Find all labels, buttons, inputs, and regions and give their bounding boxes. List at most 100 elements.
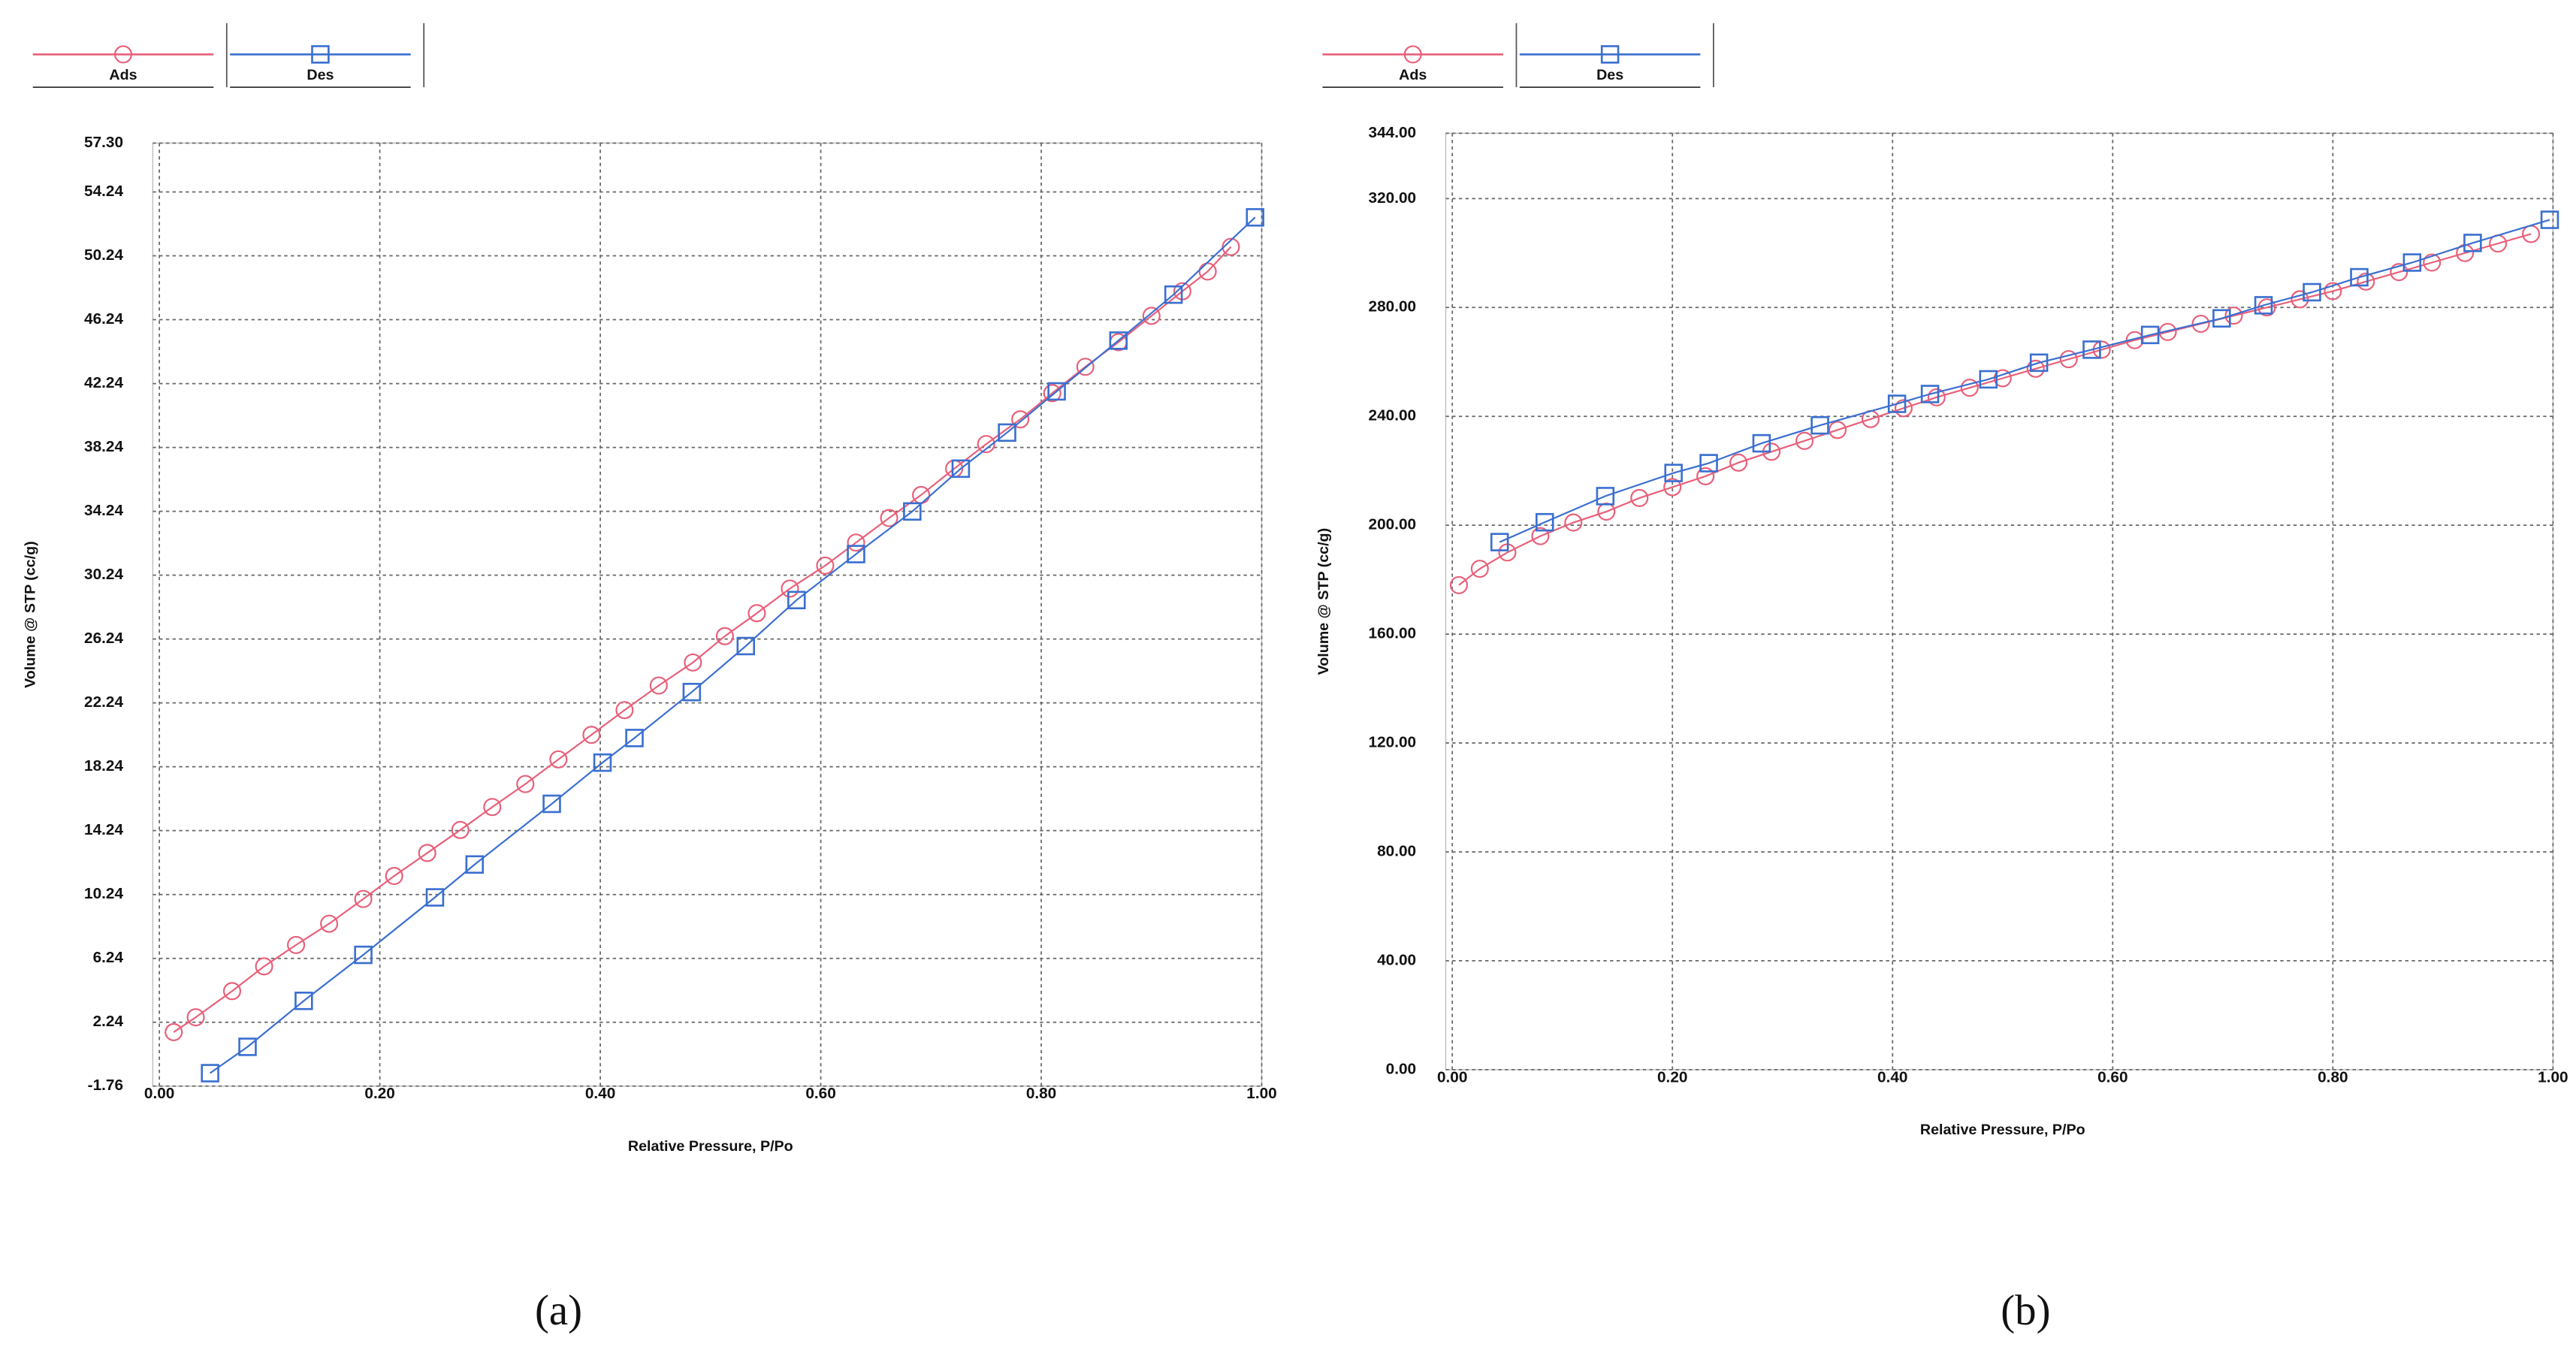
y-tick-label: 46.24 bbox=[84, 310, 123, 328]
data-point bbox=[684, 653, 702, 672]
data-point bbox=[880, 509, 898, 527]
x-tick-label: 0.60 bbox=[805, 1085, 835, 1102]
data-point bbox=[1979, 370, 1998, 389]
legend-marker bbox=[311, 45, 330, 64]
data-point bbox=[903, 502, 922, 521]
data-point bbox=[787, 590, 806, 610]
data-point bbox=[1109, 331, 1128, 350]
data-point bbox=[625, 729, 644, 747]
data-point bbox=[1696, 467, 1715, 485]
data-point bbox=[320, 914, 339, 933]
data-point bbox=[1164, 285, 1183, 304]
data-point bbox=[238, 1037, 257, 1056]
data-point bbox=[1927, 388, 1946, 406]
data-point bbox=[1887, 394, 1907, 413]
data-point bbox=[165, 1022, 183, 1041]
x-tick-label: 0.40 bbox=[585, 1085, 615, 1102]
y-tick-label: 26.24 bbox=[84, 630, 123, 647]
data-point bbox=[2423, 253, 2442, 272]
data-point bbox=[1449, 575, 1469, 594]
data-point bbox=[582, 726, 601, 744]
legend-label: Des bbox=[1596, 67, 1623, 83]
data-point bbox=[1960, 379, 1979, 397]
data-point bbox=[593, 753, 612, 772]
y-tick-label: 57.30 bbox=[84, 134, 123, 151]
data-point bbox=[1596, 487, 1615, 506]
data-point bbox=[1490, 533, 1509, 551]
data-point bbox=[1894, 399, 1913, 418]
data-point bbox=[2350, 267, 2369, 287]
data-point bbox=[2324, 282, 2342, 300]
plot-frame bbox=[1445, 132, 2554, 1071]
series-line bbox=[173, 246, 1232, 1033]
data-point bbox=[2254, 296, 2273, 315]
data-point bbox=[1828, 421, 1847, 439]
legend-label: Ads bbox=[109, 67, 137, 83]
y-tick-label: 42.24 bbox=[84, 374, 123, 391]
data-point bbox=[1011, 410, 1030, 429]
data-point bbox=[977, 435, 995, 454]
y-tick-label: 320.00 bbox=[1369, 189, 1417, 207]
chart-caption: (b) bbox=[2001, 1287, 2050, 1334]
legend-label: Des bbox=[307, 67, 334, 83]
data-point bbox=[2029, 353, 2049, 373]
data-point bbox=[483, 798, 502, 817]
data-point bbox=[201, 1064, 219, 1083]
y-tick-label: 80.00 bbox=[1377, 842, 1416, 859]
series-line bbox=[209, 216, 1256, 1074]
data-point bbox=[2212, 309, 2231, 328]
y-tick-label: 6.24 bbox=[93, 949, 124, 966]
data-point bbox=[2291, 290, 2309, 309]
y-tick-label: -1.76 bbox=[88, 1077, 123, 1094]
legend-marker bbox=[1403, 45, 1422, 64]
x-tick-label: 0.00 bbox=[144, 1085, 174, 1102]
data-point bbox=[1531, 527, 1550, 545]
y-tick-label: 240.00 bbox=[1369, 407, 1417, 424]
data-point bbox=[682, 682, 702, 702]
data-point bbox=[1810, 415, 1829, 435]
y-tick-label: 40.00 bbox=[1377, 951, 1416, 968]
series-line bbox=[1499, 219, 2550, 543]
data-point bbox=[451, 820, 470, 839]
data-point bbox=[736, 636, 756, 656]
y-tick-label: 0.00 bbox=[1386, 1060, 1416, 1077]
x-tick-label: 0.60 bbox=[2097, 1068, 2128, 1086]
data-point bbox=[2540, 210, 2559, 229]
data-point bbox=[1729, 453, 1748, 472]
chart: 0.00 40.00 80.00 120.00 160.00 200.00 240.00 28… bbox=[1315, 23, 2568, 1334]
data-point bbox=[1795, 431, 1814, 450]
data-point bbox=[1536, 512, 1554, 532]
x-tick-label: 1.00 bbox=[1246, 1085, 1276, 1102]
data-point bbox=[2224, 307, 2243, 325]
data-point bbox=[1920, 385, 1940, 403]
data-point bbox=[385, 867, 403, 886]
y-tick-label: 22.24 bbox=[84, 693, 123, 711]
data-point bbox=[847, 545, 865, 563]
data-point bbox=[2463, 234, 2482, 252]
y-tick-label: 120.00 bbox=[1369, 734, 1417, 751]
data-point bbox=[294, 992, 313, 1010]
data-point bbox=[1664, 464, 1683, 482]
data-point bbox=[747, 604, 766, 623]
data-point bbox=[1076, 358, 1095, 376]
x-tick-label: 0.20 bbox=[1657, 1068, 1687, 1086]
data-point bbox=[1993, 369, 2012, 388]
legend-marker bbox=[113, 45, 133, 64]
data-point bbox=[354, 889, 373, 908]
y-tick-label: 30.24 bbox=[84, 566, 123, 583]
data-point bbox=[1142, 307, 1161, 325]
data-point bbox=[2191, 314, 2210, 334]
x-tick-label: 0.80 bbox=[2318, 1068, 2348, 1086]
data-point bbox=[2082, 340, 2101, 359]
legend-label: Ads bbox=[1399, 67, 1427, 83]
data-point bbox=[425, 888, 445, 907]
data-point bbox=[255, 957, 273, 976]
data-point bbox=[2357, 272, 2375, 291]
data-point bbox=[847, 533, 865, 552]
x-axis-label: Relative Pressure, P/Po bbox=[1920, 1122, 2085, 1138]
y-tick-label: 18.24 bbox=[84, 757, 123, 775]
data-point bbox=[2303, 282, 2321, 302]
data-point bbox=[2390, 263, 2408, 282]
